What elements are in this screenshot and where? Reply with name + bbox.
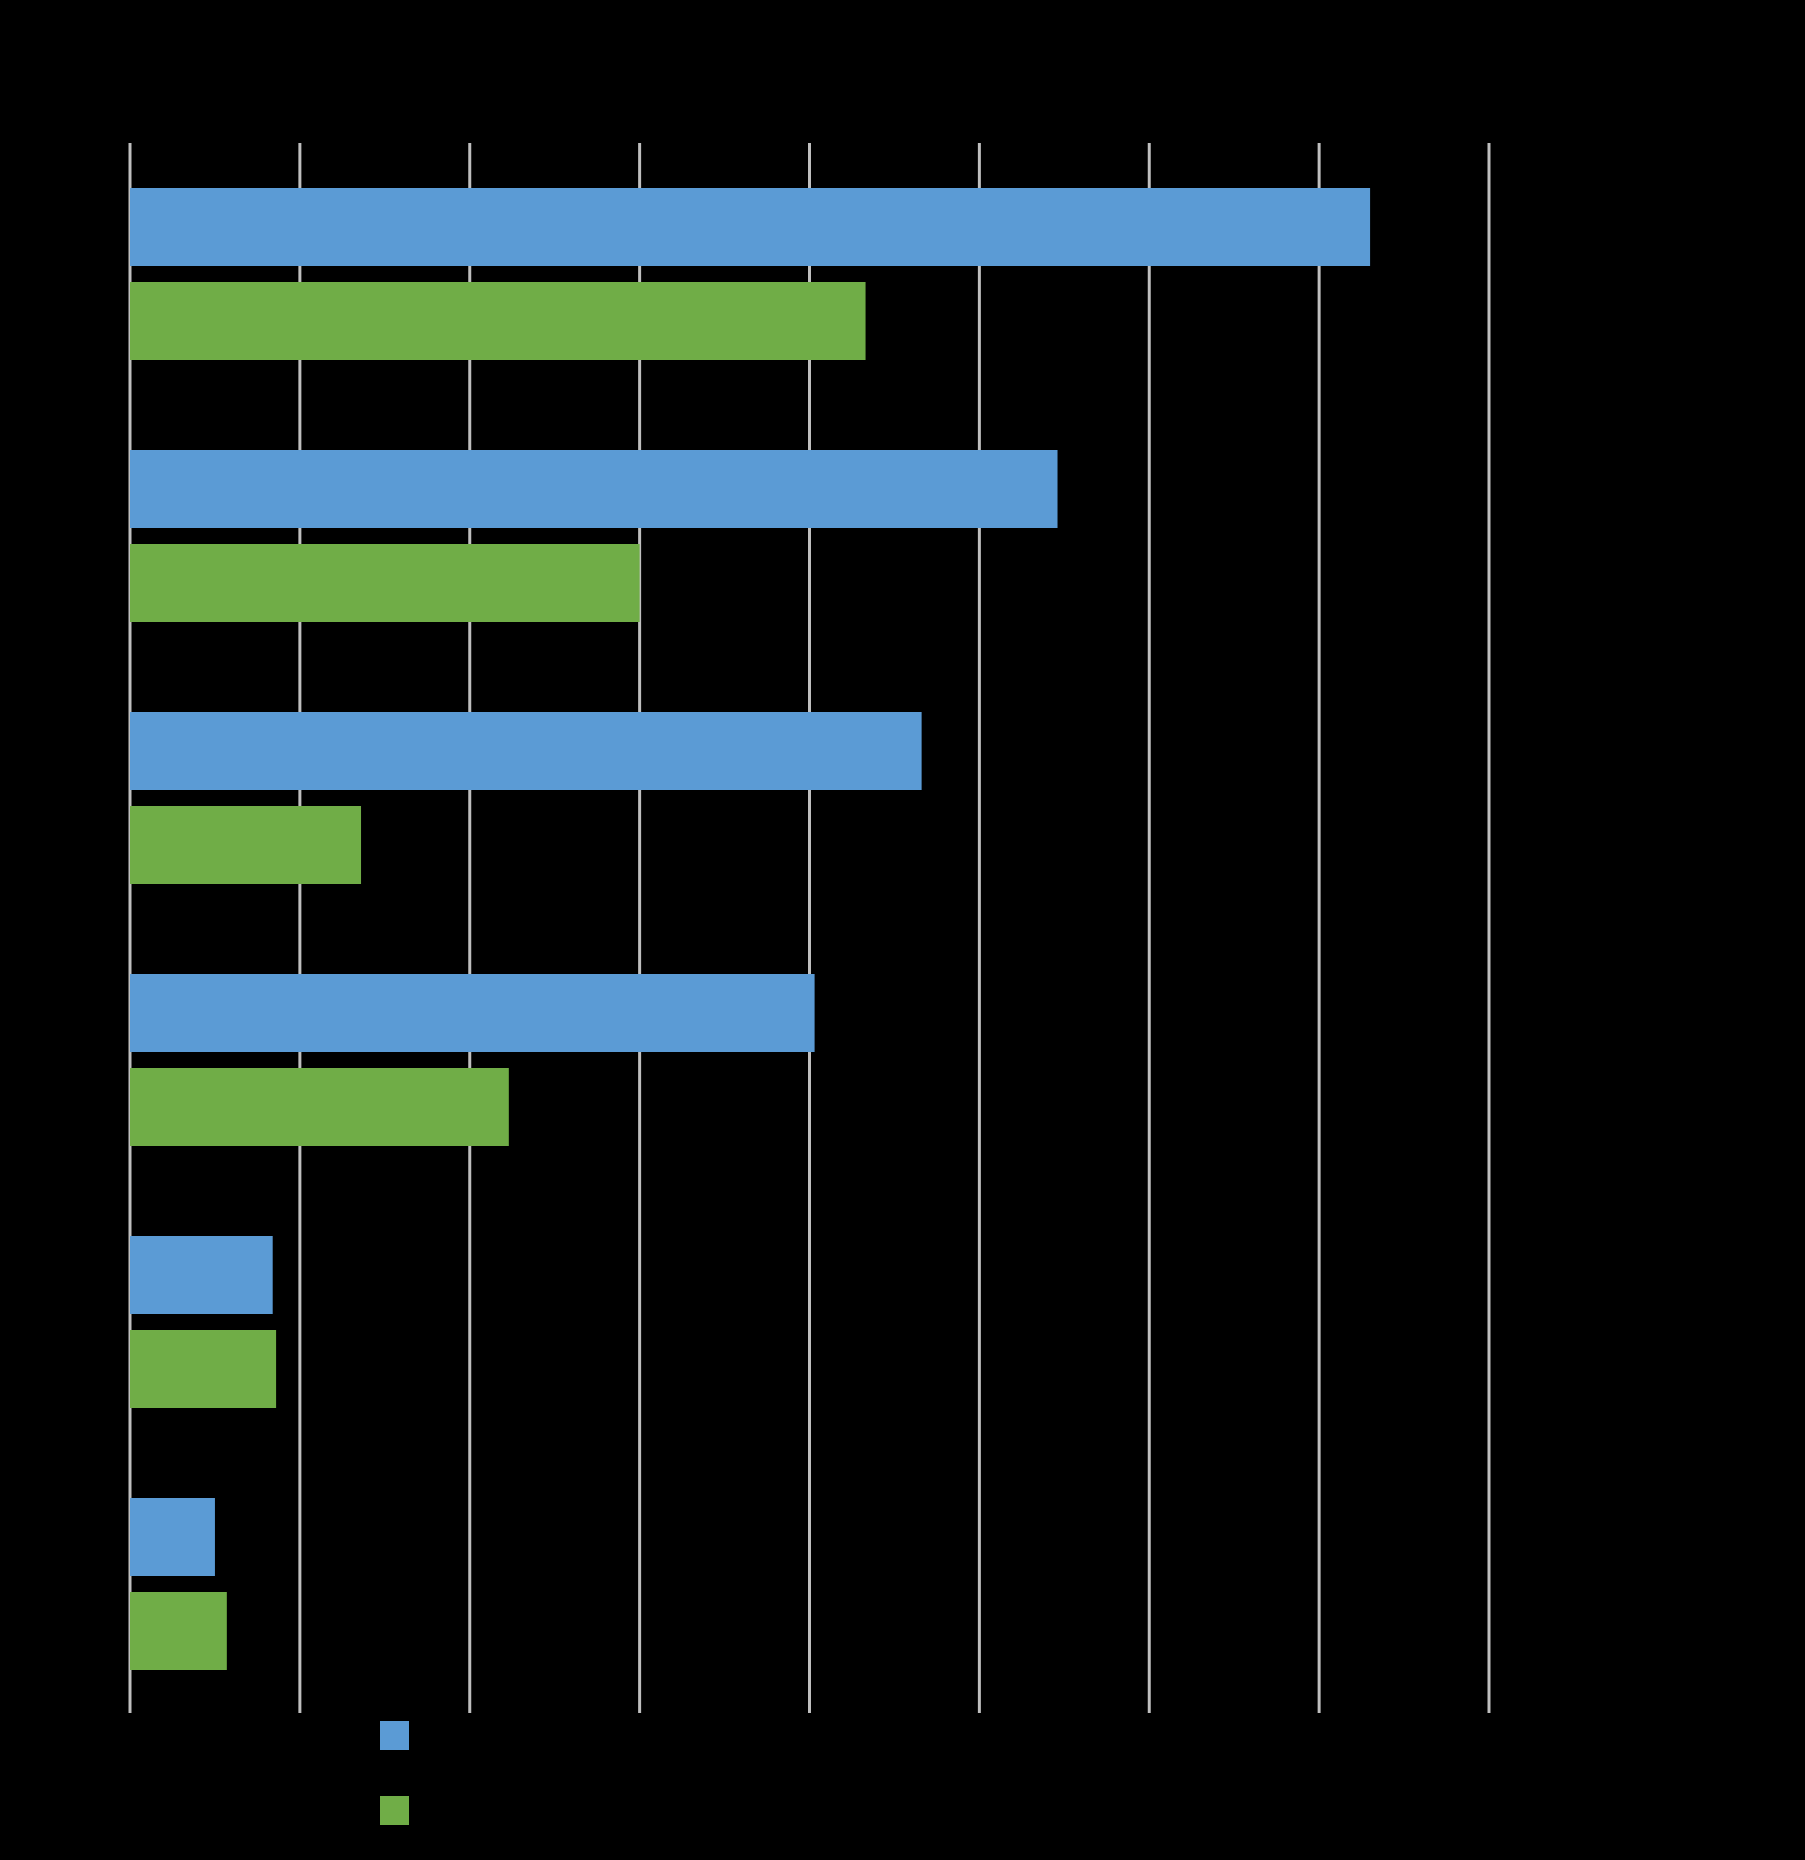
- bar-series-1-category-1: [130, 188, 1371, 266]
- legend-swatch-series-1: [380, 1721, 409, 1750]
- bar-series-2-category-5: [130, 1330, 277, 1408]
- bar-series-1-category-4: [130, 974, 815, 1052]
- bar-series-2-category-2: [130, 544, 640, 622]
- bar-series-2-category-3: [130, 806, 362, 884]
- bar-series-1-category-5: [130, 1236, 273, 1314]
- bar-series-2-category-1: [130, 282, 866, 360]
- bar-series-2-category-6: [130, 1592, 227, 1670]
- bar-series-1-category-3: [130, 712, 922, 790]
- legend: [380, 1721, 409, 1825]
- bar-series-1-category-2: [130, 450, 1058, 528]
- bars: [130, 188, 1371, 1670]
- gridlines: [128, 143, 1491, 1713]
- legend-swatch-series-2: [380, 1796, 409, 1825]
- bar-series-2-category-4: [130, 1068, 509, 1146]
- bar-series-1-category-6: [130, 1498, 215, 1576]
